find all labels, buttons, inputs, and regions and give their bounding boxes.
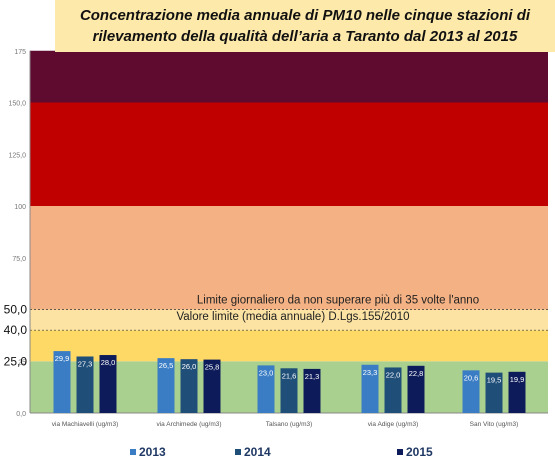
y-tick-label: 75,0 [12,256,26,263]
band-100-150 [30,102,548,206]
y-tick-label-major: 25,0 [4,354,28,368]
data-label: 21,3 [305,372,320,381]
chart-title: Concentrazione media annuale di PM10 nel… [55,0,555,52]
bar-2015 [99,355,117,413]
legend-label-2014: 2014 [244,445,271,459]
data-label: 28,0 [101,358,116,367]
bar-2014 [180,359,198,413]
data-label: 27,3 [78,359,93,368]
x-tick-label: via Adige (ug/m3) [368,421,419,428]
legend-swatch-2014 [235,449,241,455]
bar-2013 [462,370,480,413]
x-tick-label: via Archimede (ug/m3) [156,421,221,428]
x-tick-label: via Machiavelli (ug/m3) [52,421,118,428]
bar-2015 [508,371,526,413]
band-50-100 [30,206,548,310]
bar-2013 [157,358,175,413]
y-tick-label: 100 [14,204,26,211]
y-tick-label: 125,0 [8,152,26,159]
y-tick-label: 0,0 [16,411,26,418]
data-label: 22,8 [409,369,424,378]
data-label: 29,9 [55,354,70,363]
data-label: 26,0 [182,362,197,371]
x-tick-label: Talsano (ug/m3) [266,421,313,428]
data-label: 25,8 [205,363,220,372]
legend-swatch-2015 [397,449,403,455]
bar-2014 [280,368,298,413]
data-label: 20,6 [464,373,479,382]
chart-title-line-2: rilevamento della qualità dell’aria a Ta… [92,28,518,45]
data-label: 26,5 [159,361,174,370]
bar-2013 [361,364,379,413]
legend-label-2015: 2015 [406,445,433,459]
legend-swatch-2013 [130,449,136,455]
y-tick-label-major: 50,0 [4,303,28,317]
y-tick-label-major: 40,0 [4,323,28,337]
bar-2014 [485,372,503,413]
bar-2015 [303,368,321,413]
y-tick-label: 175 [14,49,26,56]
bar-2014 [76,356,94,413]
annotation-daily-limit: Limite giornaliero da non superare più d… [197,295,479,307]
band-150-175 [30,50,548,103]
y-tick-label: 25 [18,359,26,366]
data-label: 19,9 [510,375,525,384]
band-40-50 [30,309,548,331]
bar-2014 [384,367,402,413]
legend-label-2013: 2013 [139,445,166,459]
data-label: 22,0 [386,370,401,379]
chart-title-line-1: Concentrazione media annuale di PM10 nel… [79,7,531,24]
bar-2015 [407,365,425,413]
x-tick-label: San Vito (ug/m3) [470,421,519,428]
y-tick-label: 150,0 [8,101,26,108]
data-label: 21,6 [282,371,297,380]
data-label: 23,3 [363,368,378,377]
data-label: 23,0 [259,368,274,377]
bar-2013 [257,365,275,413]
bar-2013 [53,351,71,413]
bar-2015 [203,359,221,413]
data-label: 19,5 [487,376,502,385]
annotation-annual-limit: Valore limite (media annuale) D.Lgs.155/… [176,311,409,323]
